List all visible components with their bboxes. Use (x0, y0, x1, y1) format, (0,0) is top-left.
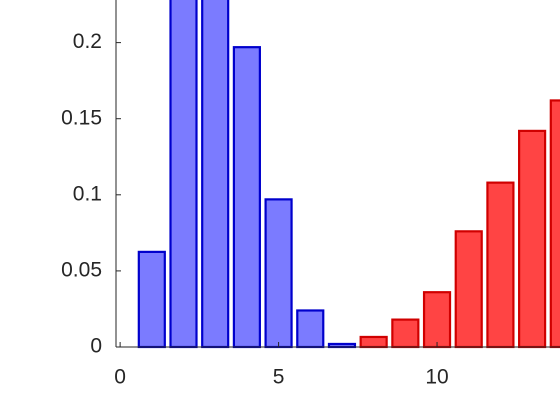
bar (518, 129, 547, 349)
plot-area (137, 0, 560, 349)
bar (391, 318, 420, 349)
bar (549, 99, 560, 349)
bar (296, 309, 325, 349)
bar (486, 181, 515, 349)
y-tick-label: 0.05 (61, 258, 102, 281)
bar (422, 291, 452, 349)
y-tick-label: 0 (90, 335, 102, 358)
x-tick-label: 0 (114, 366, 126, 389)
y-tick-label: 0.1 (73, 182, 102, 205)
x-tick-label: 10 (425, 366, 448, 389)
bar (232, 46, 261, 349)
bar (264, 198, 293, 349)
bar (201, 0, 230, 349)
y-tick-label: 0.2 (73, 30, 102, 53)
bar (454, 230, 483, 349)
bar (169, 0, 198, 349)
bar (137, 250, 166, 349)
y-tick-label: 0.15 (61, 106, 102, 129)
x-tick-label: 5 (273, 366, 285, 389)
bar (359, 335, 388, 349)
